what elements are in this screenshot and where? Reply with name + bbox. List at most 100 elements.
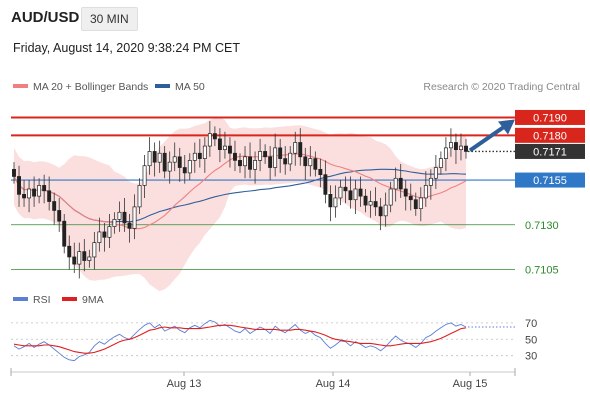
- candle-body: [72, 256, 77, 265]
- candle-body: [172, 156, 177, 163]
- rsi-tick-label: 70: [525, 318, 537, 330]
- candle-body: [207, 133, 212, 147]
- candle: [142, 155, 147, 198]
- candle: [102, 222, 107, 252]
- candle: [22, 180, 26, 207]
- candle: [353, 180, 358, 215]
- candle: [152, 142, 157, 177]
- candle-body: [433, 167, 438, 179]
- candle: [238, 153, 242, 173]
- candle: [413, 192, 418, 216]
- candle: [62, 214, 67, 254]
- candle: [228, 137, 232, 168]
- candle-body: [273, 147, 278, 168]
- candle: [37, 178, 42, 204]
- x-tick-label: Aug 14: [316, 378, 351, 390]
- candle: [87, 249, 92, 268]
- candle-body: [17, 176, 21, 195]
- candle: [308, 146, 313, 177]
- level-0-7190-label-box: [515, 109, 585, 125]
- candle: [464, 138, 468, 159]
- candle: [313, 151, 318, 177]
- candle: [383, 192, 388, 227]
- candle: [358, 176, 363, 207]
- x-tick-label: Aug 13: [167, 378, 202, 390]
- candle: [197, 138, 202, 168]
- chart-datetime: Friday, August 14, 2020 9:38:24 PM CET: [13, 41, 240, 55]
- forecast-arrow-shaft: [468, 123, 508, 153]
- candle: [77, 242, 82, 279]
- candle: [268, 146, 273, 181]
- x-tick-label: Aug 15: [453, 378, 488, 390]
- candle-body: [147, 151, 152, 167]
- candle: [373, 187, 378, 216]
- candle-body: [308, 158, 313, 167]
- ma9-legend-label: 9MA: [82, 294, 104, 306]
- candle-body: [182, 167, 187, 174]
- candle-body: [363, 195, 368, 206]
- candle: [57, 197, 62, 232]
- candle-body: [233, 152, 237, 161]
- candle: [182, 155, 187, 184]
- candle-body: [82, 251, 87, 261]
- credit-text: Research © 2020 Trading Central: [423, 81, 580, 93]
- candle-body: [298, 142, 303, 158]
- forecast-arrow: [468, 119, 515, 153]
- candle-body: [217, 138, 222, 151]
- candle-body: [243, 156, 247, 167]
- candle: [258, 138, 263, 172]
- candle: [147, 137, 152, 175]
- candle-body: [112, 219, 117, 227]
- candle-body: [358, 188, 363, 197]
- rsi-panel: 70 50 30: [11, 318, 537, 363]
- candle: [428, 169, 433, 200]
- level-0-7180-label: 0.7180: [533, 130, 567, 142]
- candle: [298, 128, 303, 166]
- candle: [127, 214, 132, 243]
- ma20-legend-swatch: [13, 84, 28, 88]
- forecast-arrow-head: [498, 119, 515, 135]
- candle-body: [403, 188, 408, 197]
- candle: [112, 212, 117, 234]
- candle-body: [22, 194, 26, 199]
- ma50-legend-label: MA 50: [175, 81, 205, 93]
- candle-body: [167, 161, 172, 172]
- candle-body: [338, 186, 343, 199]
- candle: [47, 176, 52, 211]
- candle: [293, 131, 298, 166]
- candle-body: [368, 201, 373, 206]
- candle: [17, 165, 21, 207]
- candle: [27, 180, 32, 213]
- candle: [107, 214, 112, 249]
- timeframe-button[interactable]: 30 MIN: [81, 7, 138, 31]
- candle-body: [142, 165, 147, 186]
- candle-body: [187, 160, 192, 174]
- candle-body: [293, 142, 298, 154]
- price-level-labels: 0.7190 0.7180 0.7171 0.7155 0.7130 0.7105: [515, 109, 585, 276]
- candle: [253, 151, 258, 184]
- candle: [12, 162, 16, 184]
- candle-body: [454, 142, 458, 151]
- candle: [288, 146, 293, 172]
- candle-body: [202, 145, 207, 159]
- candle: [157, 140, 162, 173]
- candle: [72, 242, 77, 274]
- candle-body: [398, 177, 403, 190]
- candle: [418, 187, 423, 222]
- candle-body: [117, 211, 122, 220]
- candle: [233, 140, 237, 172]
- candle-body: [438, 158, 443, 168]
- candle: [187, 153, 192, 181]
- candle: [117, 201, 122, 232]
- rsi-legend-swatch: [13, 297, 28, 301]
- candle: [368, 190, 373, 218]
- candle-body: [253, 160, 258, 170]
- candle: [408, 183, 413, 211]
- candle-body: [92, 242, 97, 258]
- candle-body: [418, 197, 423, 210]
- candle-body: [67, 245, 72, 258]
- level-0-7155-label-box: [515, 172, 585, 188]
- candle-body: [323, 174, 328, 195]
